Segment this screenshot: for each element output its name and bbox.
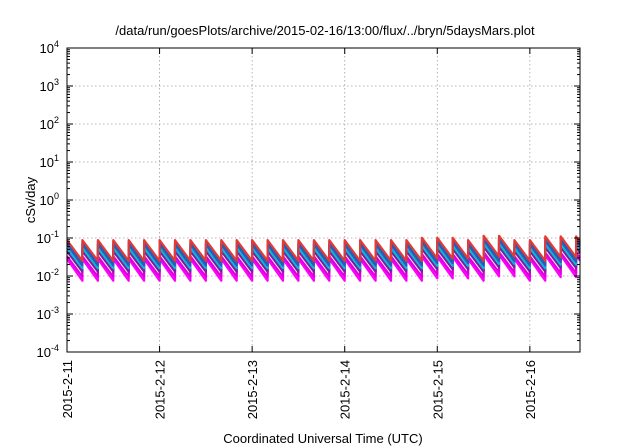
y-tick-label: 101 (40, 153, 59, 170)
y-tick-label: 10-3 (37, 305, 59, 322)
grid-layer (66, 48, 580, 352)
y-tick-label: 10-2 (37, 267, 59, 284)
x-tick-label: 2015-2-15 (430, 360, 445, 419)
x-tick-label: 2015-2-16 (523, 360, 538, 419)
y-tick-label: 10-4 (37, 343, 59, 360)
y-tick-label: 103 (40, 77, 59, 94)
x-tick-label: 2015-2-11 (60, 360, 75, 418)
chart-title: /data/run/goesPlots/archive/2015-02-16/1… (115, 23, 535, 38)
series-layer (66, 234, 581, 282)
x-tick-label: 2015-2-14 (338, 360, 353, 419)
x-tick-label: 2015-2-12 (153, 360, 168, 419)
y-tick-label: 100 (40, 191, 59, 208)
y-axis-label: cSv/day (23, 176, 38, 223)
axis-layer: 10-4 10-3 10-2 10-1 100 101 102 103 104 2015-2-11… (37, 39, 580, 419)
x-axis-label: Coordinated Universal Time (UTC) (223, 431, 422, 446)
y-tick-label: 10-1 (37, 229, 59, 246)
y-tick-label: 104 (40, 39, 59, 56)
series-line-7 (66, 234, 581, 262)
y-tick-label: 102 (40, 115, 59, 132)
x-tick-label: 2015-2-13 (245, 360, 260, 419)
